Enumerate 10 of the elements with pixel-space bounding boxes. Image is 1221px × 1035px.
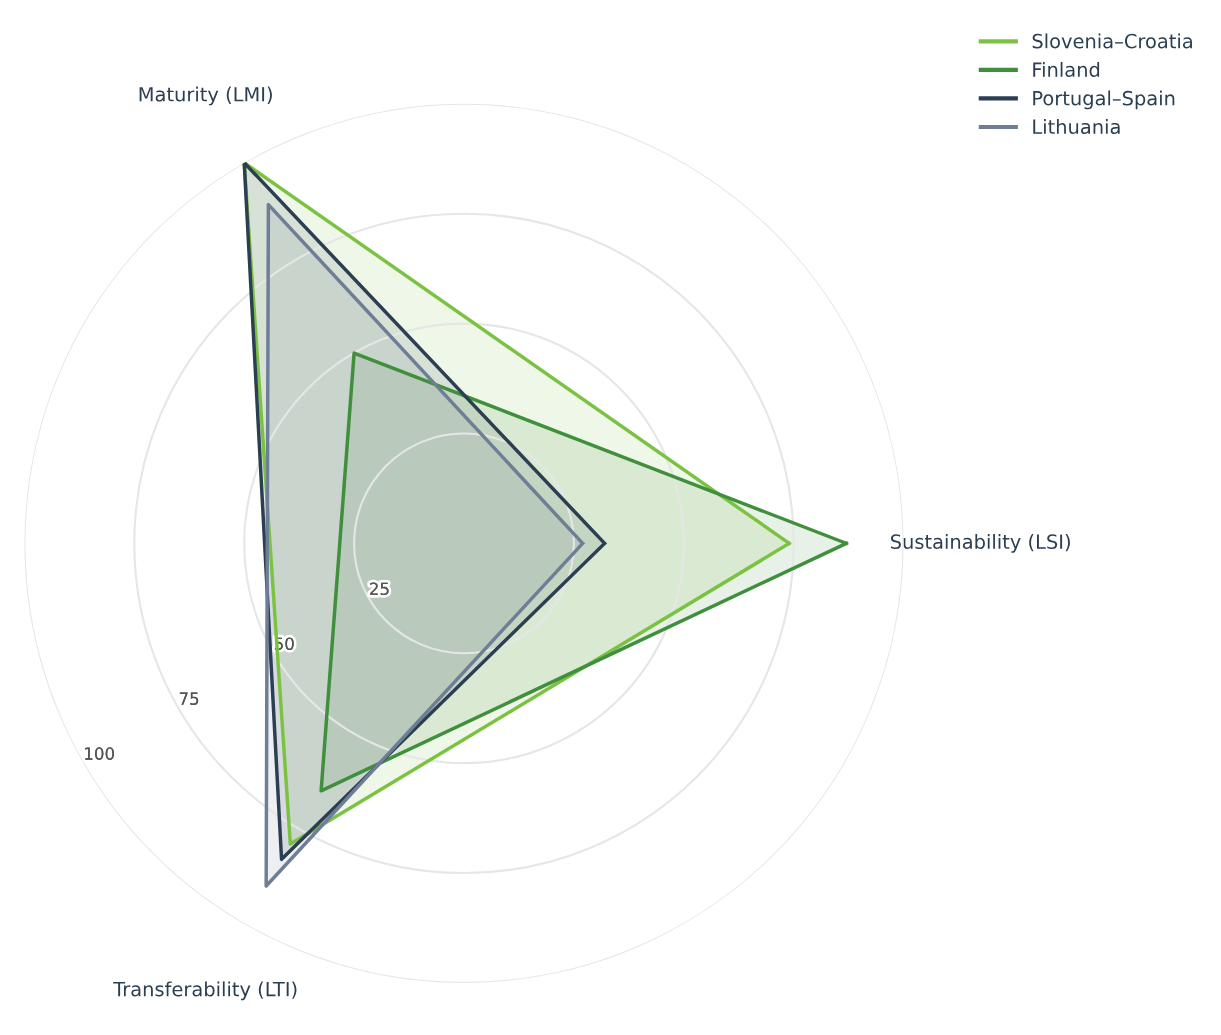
y-tick-label: 25 (370, 582, 389, 596)
y-tick-label: 75 (179, 692, 199, 705)
legend-label: Lithuania (1033, 119, 1120, 135)
spoke-label: Maturity (LMI) (139, 86, 272, 106)
spoke-label: Sustainability (LSI) (890, 533, 1070, 553)
legend-label: Finland (1033, 61, 1100, 77)
spoke-label: Transferability (LTI) (113, 981, 297, 1001)
y-tick-label: 100 (85, 747, 115, 760)
legend-label: Portugal–Spain (1033, 90, 1175, 110)
legend-label: Slovenia–Croatia (1032, 33, 1192, 49)
